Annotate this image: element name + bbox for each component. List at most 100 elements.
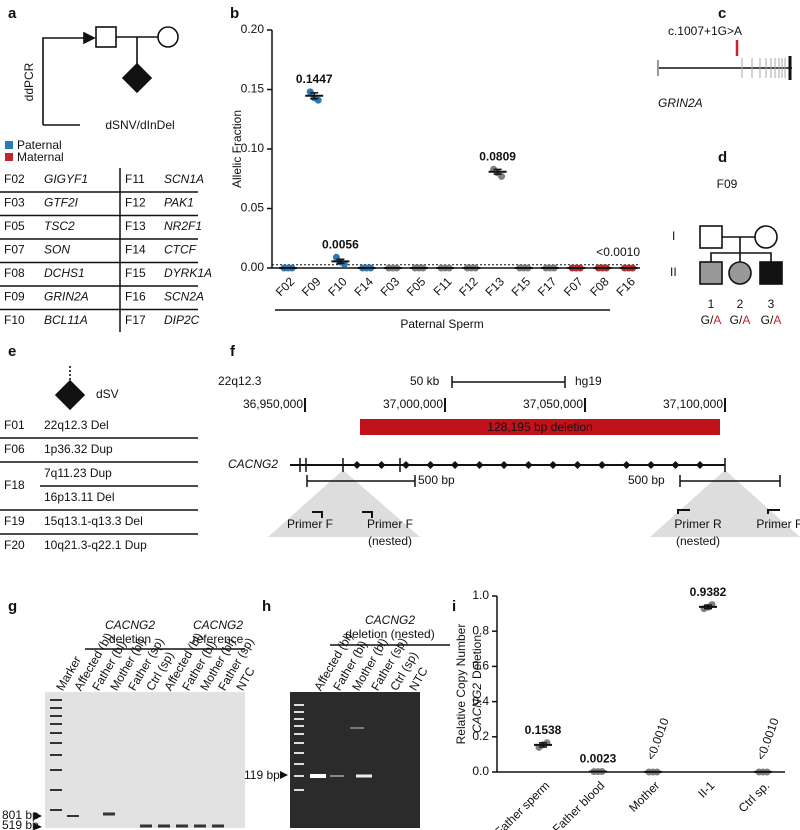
y-tick-label: 0.20 [241,22,265,36]
family-id: F08 [4,266,25,280]
variant-text: 15q13.1-q13.3 Del [44,514,143,528]
family-id: F19 [4,514,25,528]
x-tick-label: F14 [351,274,376,299]
x-tick-label: F13 [482,274,507,299]
y-tick-label: 0.05 [241,201,265,215]
genotype: G/A [761,313,782,327]
gene-name: TSC2 [44,219,75,233]
individual-number: 3 [768,297,775,311]
generation-label: II [670,265,677,279]
exon [671,461,680,469]
exon [451,461,459,469]
x-tick-label: F16 [613,274,638,299]
y-tick-label: 0.2 [472,729,489,743]
y-tick-label: 0.10 [241,141,265,155]
y-axis-label: CACNG2 Deletion [470,635,484,733]
primer-label: (nested) [676,534,720,548]
gene-label: GRIN2A [658,96,703,110]
y-tick-label: 0.0 [472,764,489,778]
replicate-dot [306,88,314,96]
gel-group-label: deletion (nested) [345,627,434,641]
family-id: F16 [125,290,146,304]
gene-label: CACNG2 [228,457,278,471]
y-tick-label: 0.4 [472,694,489,708]
x-tick-label: Mother [626,778,662,814]
variant-text: 16p13.11 Del [44,490,115,504]
exon [475,461,484,469]
exon [573,461,582,469]
legend-swatch [5,153,13,161]
x-tick-label: Ctrl sp. [736,778,773,815]
gene-name: SCN2A [164,290,204,304]
x-tick-label: F17 [535,274,560,299]
exon [549,461,557,469]
family-label: F09 [717,177,738,191]
exon [647,461,655,469]
legend-swatch [5,141,13,149]
variant-text: 22q12.3 Del [44,418,109,432]
threshold-label: <0.0010 [596,245,640,259]
family-id: F01 [4,418,25,432]
scale-label: 50 kb [410,374,440,388]
group-label: Paternal Sperm [400,317,483,331]
method-label: ddPCR [22,62,36,101]
gel-group-label: deletion [109,632,151,646]
value-label: 0.0809 [479,149,516,163]
y-tick-label: 0.00 [241,260,265,274]
gel-group-gene: CACNG2 [193,618,243,632]
genotype-ref: G/ [730,313,743,327]
family-id: F18 [4,478,25,492]
value-label: <0.0010 [644,716,672,762]
exon [377,461,386,469]
size-label: 119 bp [244,768,280,782]
x-tick-label: Father sperm [492,778,552,830]
value-label: 0.1447 [296,72,333,86]
value-label: 0.1538 [525,723,562,737]
primer-label: Primer R [756,517,800,531]
y-axis-label: Allelic Fraction [230,110,244,188]
x-tick-label: F07 [561,274,586,299]
family-id: F05 [4,219,25,233]
x-tick-label: F03 [378,274,403,299]
zoom-scale: 500 bp [418,473,455,487]
family-id: F10 [4,313,25,327]
genotype-alt: A [713,313,721,327]
error-bar [310,92,319,100]
exon [524,461,533,469]
exon [598,461,606,469]
variant-text: 10q21.3-q22.1 Dup [44,538,147,552]
family-id: F11 [125,172,145,186]
y-tick-label: 0.8 [472,623,489,637]
family-id: F17 [125,313,146,327]
family-id: F02 [4,172,25,186]
value-label: 0.0023 [580,752,617,766]
x-tick-label: F11 [431,274,455,298]
panel-label: b [230,5,239,22]
dsv-symbol [54,366,86,411]
gel-group-gene: CACNG2 [365,613,415,627]
x-tick-label: F08 [587,274,612,299]
locus-diagram [268,376,800,537]
family-id: F12 [125,196,146,210]
variant-label: dSNV/dInDel [105,118,174,132]
individual-number: 2 [737,297,744,311]
x-tick-label: F10 [325,274,350,299]
x-tick-label: F15 [509,274,534,299]
y-tick-label: 0.15 [241,82,265,96]
y-axis-label-gene: CACNG2 [470,683,484,733]
size-label: 519 bp [2,818,39,830]
genotype-alt: A [773,313,781,327]
gene-name: CTCF [164,243,197,257]
deletion-label: 128,195 bp deletion [487,420,592,434]
band-label: 22q12.3 [218,374,262,388]
gene-name: DYRK1A [164,266,212,280]
legend-label: Paternal [17,138,62,152]
gene-name: SON [44,243,70,257]
y-tick-label: 0.6 [472,659,489,673]
family-id: F09 [4,290,25,304]
gel-group-gene: CACNG2 [105,618,155,632]
genotype: G/A [730,313,751,327]
coordinate: 36,950,000 [243,397,303,411]
x-tick-label: F05 [404,274,429,299]
